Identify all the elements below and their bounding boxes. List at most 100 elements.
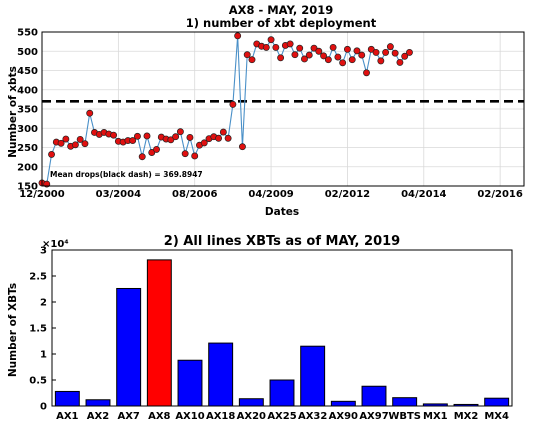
y-tick-label: 450 [17, 66, 38, 77]
y-tick-label: 2.5 [29, 272, 47, 283]
bar-ax7 [116, 287, 142, 407]
bar-ax1 [54, 390, 80, 407]
data-point [238, 143, 246, 151]
line-chart-x-label: Dates [265, 206, 299, 218]
bar-ax90 [330, 400, 356, 407]
y-tick-label: 0 [40, 402, 47, 413]
data-point [110, 131, 118, 139]
line-chart-x-ticks: 12/2000 03/2004 08/2006 04/2009 02/2012 04/20… [19, 189, 523, 200]
bar-ax10 [177, 359, 203, 407]
data-point [296, 44, 304, 52]
data-point [176, 128, 184, 136]
y-tick-label: 250 [17, 143, 38, 154]
data-point [339, 59, 347, 67]
bar-chart-y-ticks: 0 0.5 1 1.5 2 2.5 3 [29, 246, 56, 413]
x-tick-label: AX25 [267, 411, 296, 422]
y-tick-label: 150 [17, 182, 38, 193]
x-tick-label: AX32 [298, 411, 327, 422]
x-tick-label: MX1 [423, 411, 448, 422]
x-tick-label: WBTS [388, 411, 421, 422]
bar-ax18 [208, 342, 234, 407]
data-point [334, 53, 342, 61]
bar-ax20 [238, 398, 264, 407]
x-tick-label: AX8 [148, 411, 170, 422]
deployment-series [38, 32, 413, 188]
bar-ax97 [361, 385, 387, 407]
line-chart-y-ticks: 150 200 250 300 350 400 450 500 550 [17, 28, 38, 193]
data-point [348, 56, 356, 64]
data-point [272, 43, 280, 51]
x-tick-label: 02/2016 [477, 189, 522, 200]
y-tick-label: 500 [17, 47, 38, 58]
data-point [372, 48, 380, 56]
data-point [267, 36, 275, 44]
data-point [386, 43, 394, 51]
data-point [358, 51, 366, 59]
line-chart-grid [41, 31, 524, 187]
x-tick-label: AX2 [87, 411, 109, 422]
data-point [234, 32, 242, 40]
x-tick-label: AX7 [117, 411, 139, 422]
y-tick-label: 0.5 [29, 376, 47, 387]
y-tick-label: 200 [17, 162, 38, 173]
figure-title: AX8 - MAY, 2019 [229, 3, 334, 17]
x-tick-label: AX97 [359, 411, 388, 422]
x-tick-label: MX2 [454, 411, 479, 422]
data-point [277, 54, 285, 62]
data-point [382, 48, 390, 56]
data-point [291, 51, 299, 59]
y-tick-label: 1.5 [29, 324, 47, 335]
mean-annotation: Mean drops(black dash) = 369.8947 [50, 170, 203, 179]
x-tick-label: MX4 [484, 411, 509, 422]
x-tick-label: 04/2009 [248, 189, 293, 200]
x-tick-label: AX20 [237, 411, 266, 422]
bar-wbts [392, 397, 418, 407]
data-point [363, 69, 370, 77]
data-point [167, 136, 175, 144]
plot-border [41, 31, 525, 187]
data-point [129, 137, 137, 145]
x-tick-label: AX10 [175, 411, 204, 422]
bar-ax25 [269, 379, 295, 407]
data-point [191, 152, 199, 160]
data-point [153, 145, 160, 153]
bar-ax8 [146, 259, 172, 407]
bar-ax32 [300, 345, 326, 407]
data-point [377, 57, 385, 65]
bar-ax2 [85, 399, 111, 407]
x-tick-label: 04/2014 [401, 189, 446, 200]
bar-chart-title: 2) All lines XBTs as of MAY, 2019 [164, 234, 400, 249]
x-tick-label: AX90 [329, 411, 358, 422]
x-tick-label: 03/2004 [96, 189, 141, 200]
data-point [172, 133, 180, 141]
data-point [315, 47, 323, 55]
data-point [86, 109, 94, 117]
bar-mx4 [484, 397, 510, 407]
y-tick-label: 300 [17, 124, 38, 135]
data-point [401, 52, 409, 60]
data-point [391, 49, 399, 57]
data-point [367, 45, 375, 53]
data-point [329, 43, 337, 51]
x-tick-label: 08/2006 [172, 189, 217, 200]
data-point [353, 47, 361, 55]
data-point [305, 51, 313, 59]
data-point [215, 134, 223, 142]
bar-chart-y-label: Number of XBTs [7, 283, 19, 377]
bar-chart-scale-label: ×10⁴ [42, 239, 69, 250]
line-chart-y-label: Number of xbts [7, 66, 19, 158]
data-point [219, 128, 227, 136]
x-tick-label: 02/2012 [325, 189, 370, 200]
data-point [81, 140, 89, 148]
data-point [186, 134, 194, 141]
y-tick-label: 350 [17, 105, 38, 116]
line-chart-title: 1) number of xbt deployment [186, 16, 377, 30]
data-point [71, 141, 79, 149]
y-tick-label: 1 [40, 350, 47, 361]
data-point [310, 44, 318, 52]
data-point [301, 55, 308, 63]
line-chart: AX8 - MAY, 2019 1) number of xbt deploym… [7, 3, 525, 218]
data-point [248, 56, 256, 64]
x-tick-label: 12/2000 [19, 189, 64, 200]
